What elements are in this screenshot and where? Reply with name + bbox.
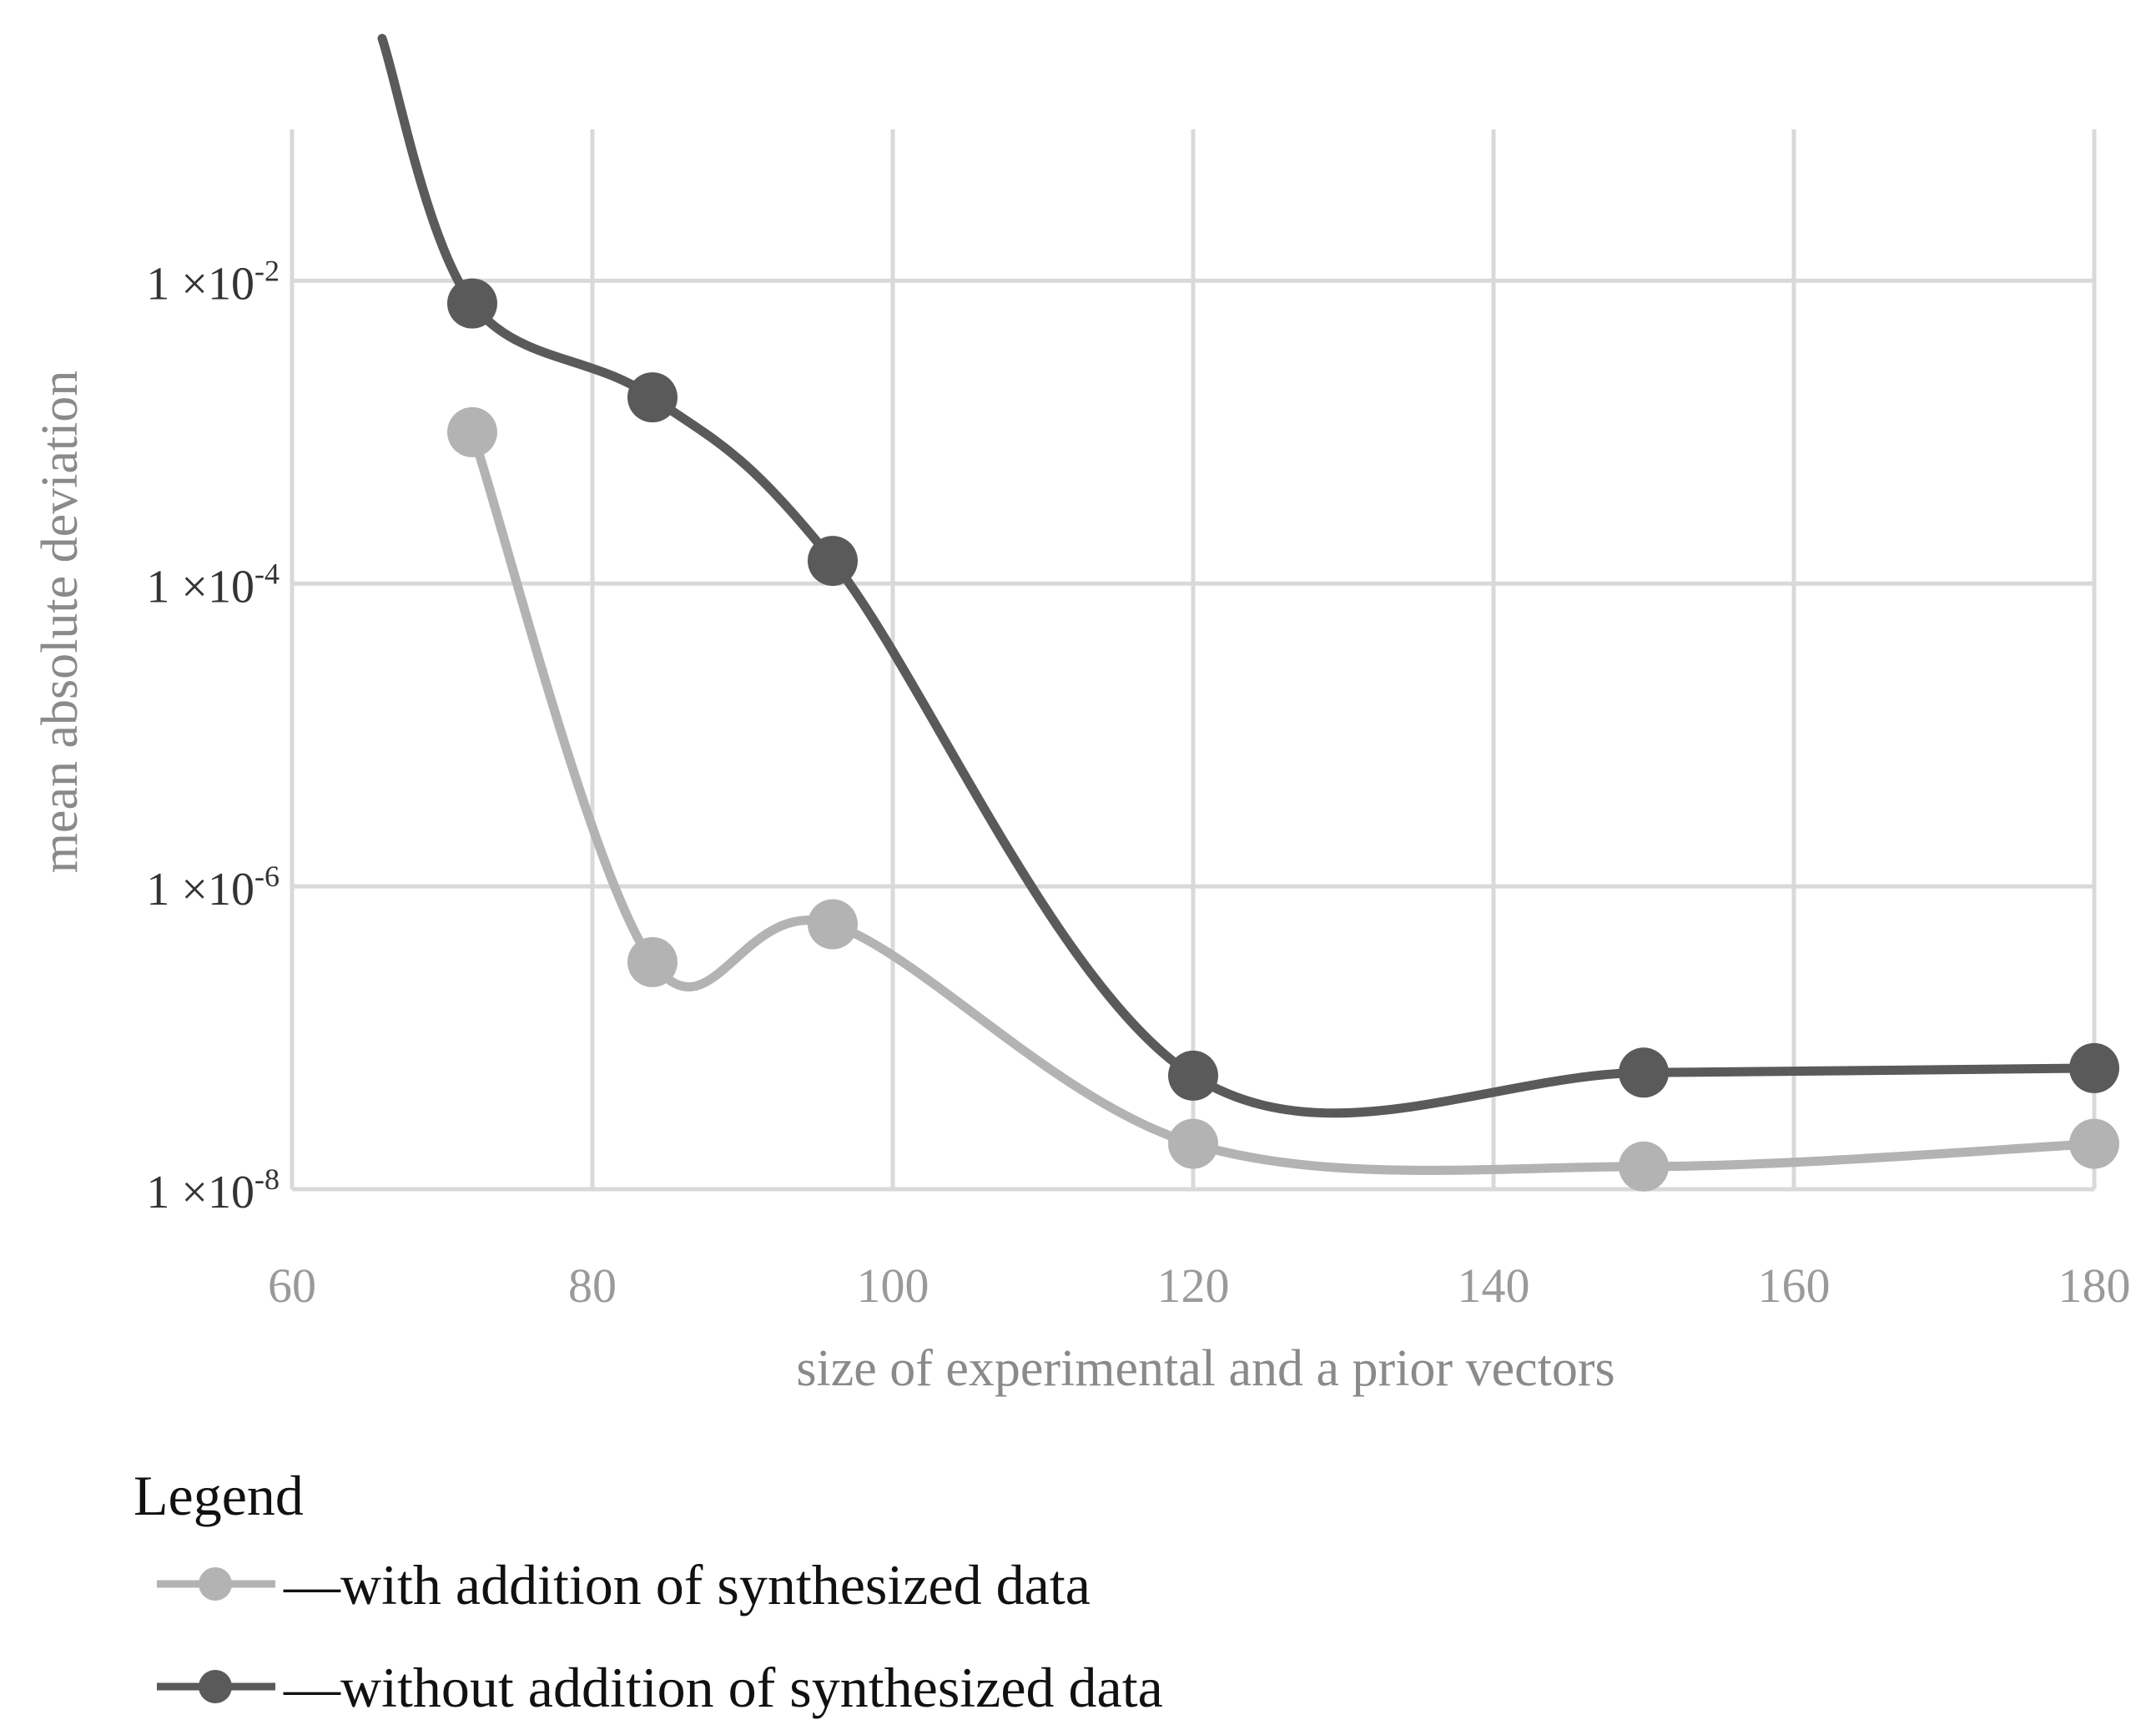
y-tick-labels: 1 ×10-2 1 ×10-4 1 ×10-6 1 ×10-8 bbox=[146, 254, 280, 1218]
series-layer bbox=[377, 33, 2119, 1192]
x-tick-labels: 60 80 100 120 140 160 180 bbox=[268, 1258, 2131, 1313]
data-point bbox=[1168, 1118, 1218, 1169]
x-tick-label: 120 bbox=[1157, 1258, 1230, 1313]
x-tick-label: 180 bbox=[2058, 1258, 2131, 1313]
data-point bbox=[627, 936, 678, 987]
x-tick-label: 60 bbox=[268, 1258, 316, 1313]
data-point bbox=[2069, 1042, 2119, 1093]
data-point bbox=[627, 372, 678, 423]
y-axis-label: mean absolute deviation bbox=[32, 371, 88, 874]
legend-entry: —with addition of synthesized data bbox=[157, 1553, 1091, 1617]
data-point bbox=[808, 899, 858, 950]
data-point bbox=[447, 406, 497, 457]
x-tick-label: 100 bbox=[857, 1258, 929, 1313]
x-tick-label: 160 bbox=[1758, 1258, 1831, 1313]
legend-entry-label: —with addition of synthesized data bbox=[283, 1553, 1091, 1617]
legend-swatch-marker bbox=[199, 1567, 232, 1601]
y-tick-label: 1 ×10-2 bbox=[146, 254, 280, 310]
data-point bbox=[2069, 1118, 2119, 1169]
y-tick-label: 1 ×10-8 bbox=[146, 1163, 280, 1218]
legend-entry: —without addition of synthesized data bbox=[157, 1656, 1163, 1719]
series-1 bbox=[447, 406, 2119, 1192]
y-tick-label: 1 ×10-6 bbox=[146, 860, 280, 915]
legend-entry-label: —without addition of synthesized data bbox=[283, 1656, 1163, 1719]
grid bbox=[290, 129, 2097, 1192]
x-tick-label: 80 bbox=[568, 1258, 617, 1313]
legend: Legend —with addition of synthesized dat… bbox=[133, 1464, 1163, 1719]
data-point bbox=[808, 536, 858, 587]
data-point bbox=[1619, 1141, 1669, 1192]
x-tick-label: 140 bbox=[1458, 1258, 1530, 1313]
data-point bbox=[447, 278, 497, 329]
series-2 bbox=[377, 33, 2119, 1118]
data-point bbox=[1168, 1050, 1218, 1101]
data-point bbox=[1619, 1047, 1669, 1098]
y-tick-label: 1 ×10-4 bbox=[146, 557, 280, 613]
legend-swatch-marker bbox=[199, 1670, 232, 1703]
legend-title: Legend bbox=[133, 1464, 304, 1527]
series-line bbox=[467, 427, 2099, 1175]
x-axis-label: size of experimental and a prior vectors bbox=[796, 1340, 1614, 1397]
